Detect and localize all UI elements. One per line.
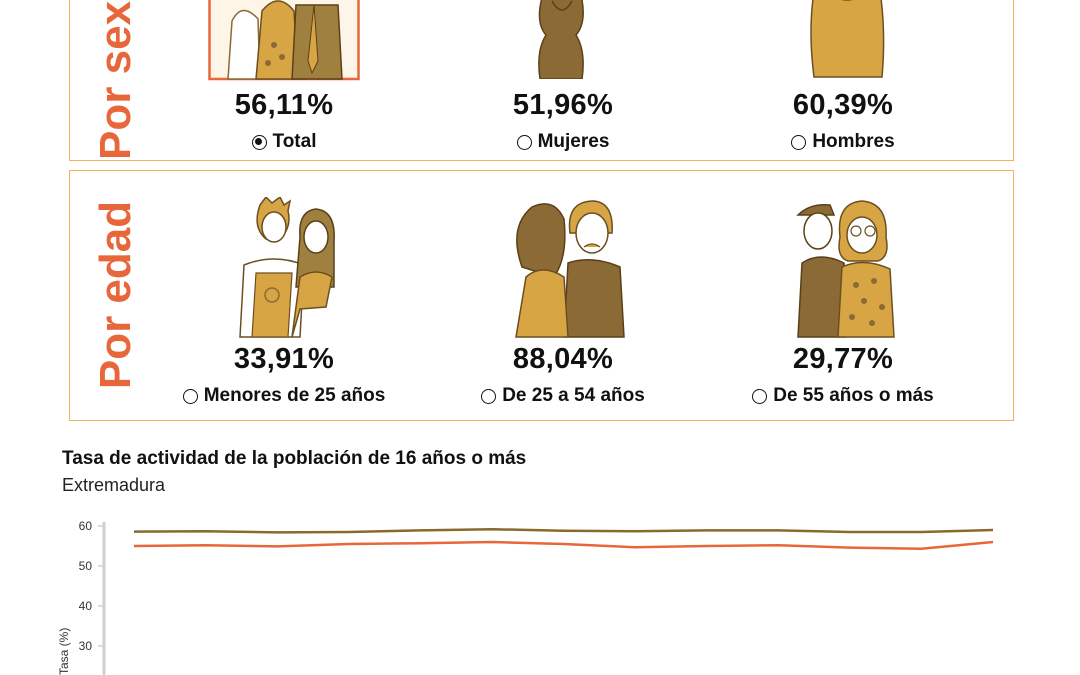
age-25-54-card: 88,04% De 25 a 54 años xyxy=(443,343,683,407)
under-25-radio-label: Menores de 25 años xyxy=(203,385,386,406)
over-55-card: 29,77% De 55 años o más xyxy=(723,343,963,407)
y-axis-label: Tasa (%) xyxy=(57,628,71,675)
men-value: 60,39% xyxy=(792,89,894,121)
chart-subtitle: Extremadura xyxy=(62,475,166,495)
men-radio-label: Hombres xyxy=(812,131,895,152)
y-tick-label: 40 xyxy=(79,599,93,613)
radio-unchecked-icon[interactable] xyxy=(516,134,532,150)
radio-checked-icon[interactable] xyxy=(251,134,267,150)
activity-rate-chart: 30 40 50 60 Tasa (%) xyxy=(57,519,994,675)
women-card: 51,96% Mujeres xyxy=(443,89,683,153)
total-radio-label: Total xyxy=(272,131,317,152)
radio-unchecked-icon[interactable] xyxy=(182,388,198,404)
y-axis: 30 40 50 60 xyxy=(79,519,106,675)
y-tick-label: 60 xyxy=(79,519,93,533)
women-radio-option[interactable]: Mujeres xyxy=(443,131,683,153)
adults-illustration-icon[interactable] xyxy=(508,197,626,339)
over-55-value: 29,77% xyxy=(792,343,894,375)
under-25-radio-option[interactable]: Menores de 25 años xyxy=(164,385,404,407)
seniors-illustration-icon[interactable] xyxy=(794,197,898,339)
age-panel-label: Por edad xyxy=(91,200,140,390)
total-radio-option[interactable]: Total xyxy=(164,131,404,153)
age-25-54-radio-option[interactable]: De 25 a 54 años xyxy=(443,385,683,407)
women-value: 51,96% xyxy=(512,89,614,121)
series-line-1[interactable] xyxy=(133,540,994,551)
sex-panel: Por sexo 56,11% Total 51,96% Mujeres 60,… xyxy=(69,0,1014,161)
women-radio-label: Mujeres xyxy=(537,131,610,152)
radio-unchecked-icon[interactable] xyxy=(752,388,768,404)
radio-unchecked-icon[interactable] xyxy=(481,388,497,404)
men-radio-option[interactable]: Hombres xyxy=(723,131,963,153)
radio-unchecked-icon[interactable] xyxy=(791,134,807,150)
total-card: 56,11% Total xyxy=(164,89,404,153)
age-panel: Por edad 33,91% Menores xyxy=(69,170,1014,421)
age-25-54-radio-label: De 25 a 54 años xyxy=(502,385,645,406)
over-55-radio-label: De 55 años o más xyxy=(773,385,934,406)
woman-illustration-icon[interactable] xyxy=(522,0,602,79)
series-lines xyxy=(133,527,994,551)
sex-panel-label: Por sexo xyxy=(91,0,140,160)
under-25-card: 33,91% Menores de 25 años xyxy=(164,343,404,407)
over-55-radio-option[interactable]: De 55 años o más xyxy=(723,385,963,407)
series-line-0[interactable] xyxy=(133,527,994,534)
age-25-54-value: 88,04% xyxy=(512,343,614,375)
y-tick-label: 30 xyxy=(79,639,93,653)
chart-title: Tasa de actividad de la población de 16 … xyxy=(62,448,527,469)
men-card: 60,39% Hombres xyxy=(723,89,963,153)
total-value: 56,11% xyxy=(234,89,334,121)
y-tick-label: 50 xyxy=(79,559,93,573)
young-people-illustration-icon[interactable] xyxy=(230,197,342,339)
under-25-value: 33,91% xyxy=(233,343,335,375)
man-illustration-icon[interactable] xyxy=(806,0,888,79)
group-illustration-icon[interactable] xyxy=(208,0,360,81)
